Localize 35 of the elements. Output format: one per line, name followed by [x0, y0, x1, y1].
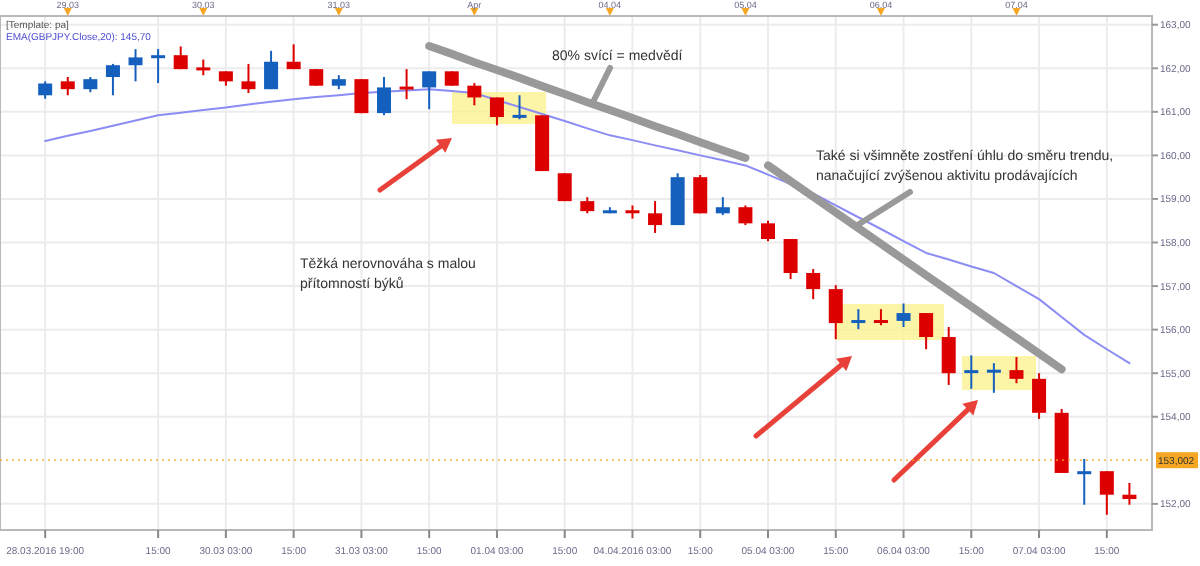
candlestick	[761, 219, 775, 243]
candlestick	[964, 354, 979, 390]
candlestick	[151, 48, 166, 85]
candlestick	[1009, 356, 1024, 385]
candlestick	[105, 62, 120, 97]
candlestick	[399, 68, 414, 101]
candlestick	[422, 70, 437, 111]
line-series	[425, 42, 750, 162]
candlestick	[1099, 470, 1114, 516]
candlestick	[670, 172, 685, 227]
candlestick	[557, 172, 572, 203]
candlestick	[60, 75, 75, 97]
candlestick	[896, 302, 911, 329]
candlestick	[1032, 372, 1047, 420]
candlestick	[986, 362, 1001, 394]
candlestick	[693, 173, 708, 215]
candlestick	[806, 268, 821, 301]
candlestick	[648, 200, 663, 234]
candlestick	[241, 62, 256, 95]
candlestick	[783, 238, 798, 281]
candlestick	[828, 284, 843, 341]
candlestick	[128, 48, 143, 83]
candlestick	[1122, 481, 1137, 506]
candlestick	[512, 94, 527, 121]
candlestick	[354, 78, 369, 115]
candlestick	[941, 326, 956, 386]
candlestick	[851, 308, 866, 331]
candlestick	[1077, 458, 1092, 506]
candlestick	[467, 82, 482, 107]
candlestick	[286, 43, 301, 71]
candlestick	[919, 312, 934, 351]
candlestick	[489, 96, 504, 127]
candlestick	[738, 204, 753, 227]
candlestick	[377, 75, 391, 117]
candlestick	[264, 49, 279, 91]
